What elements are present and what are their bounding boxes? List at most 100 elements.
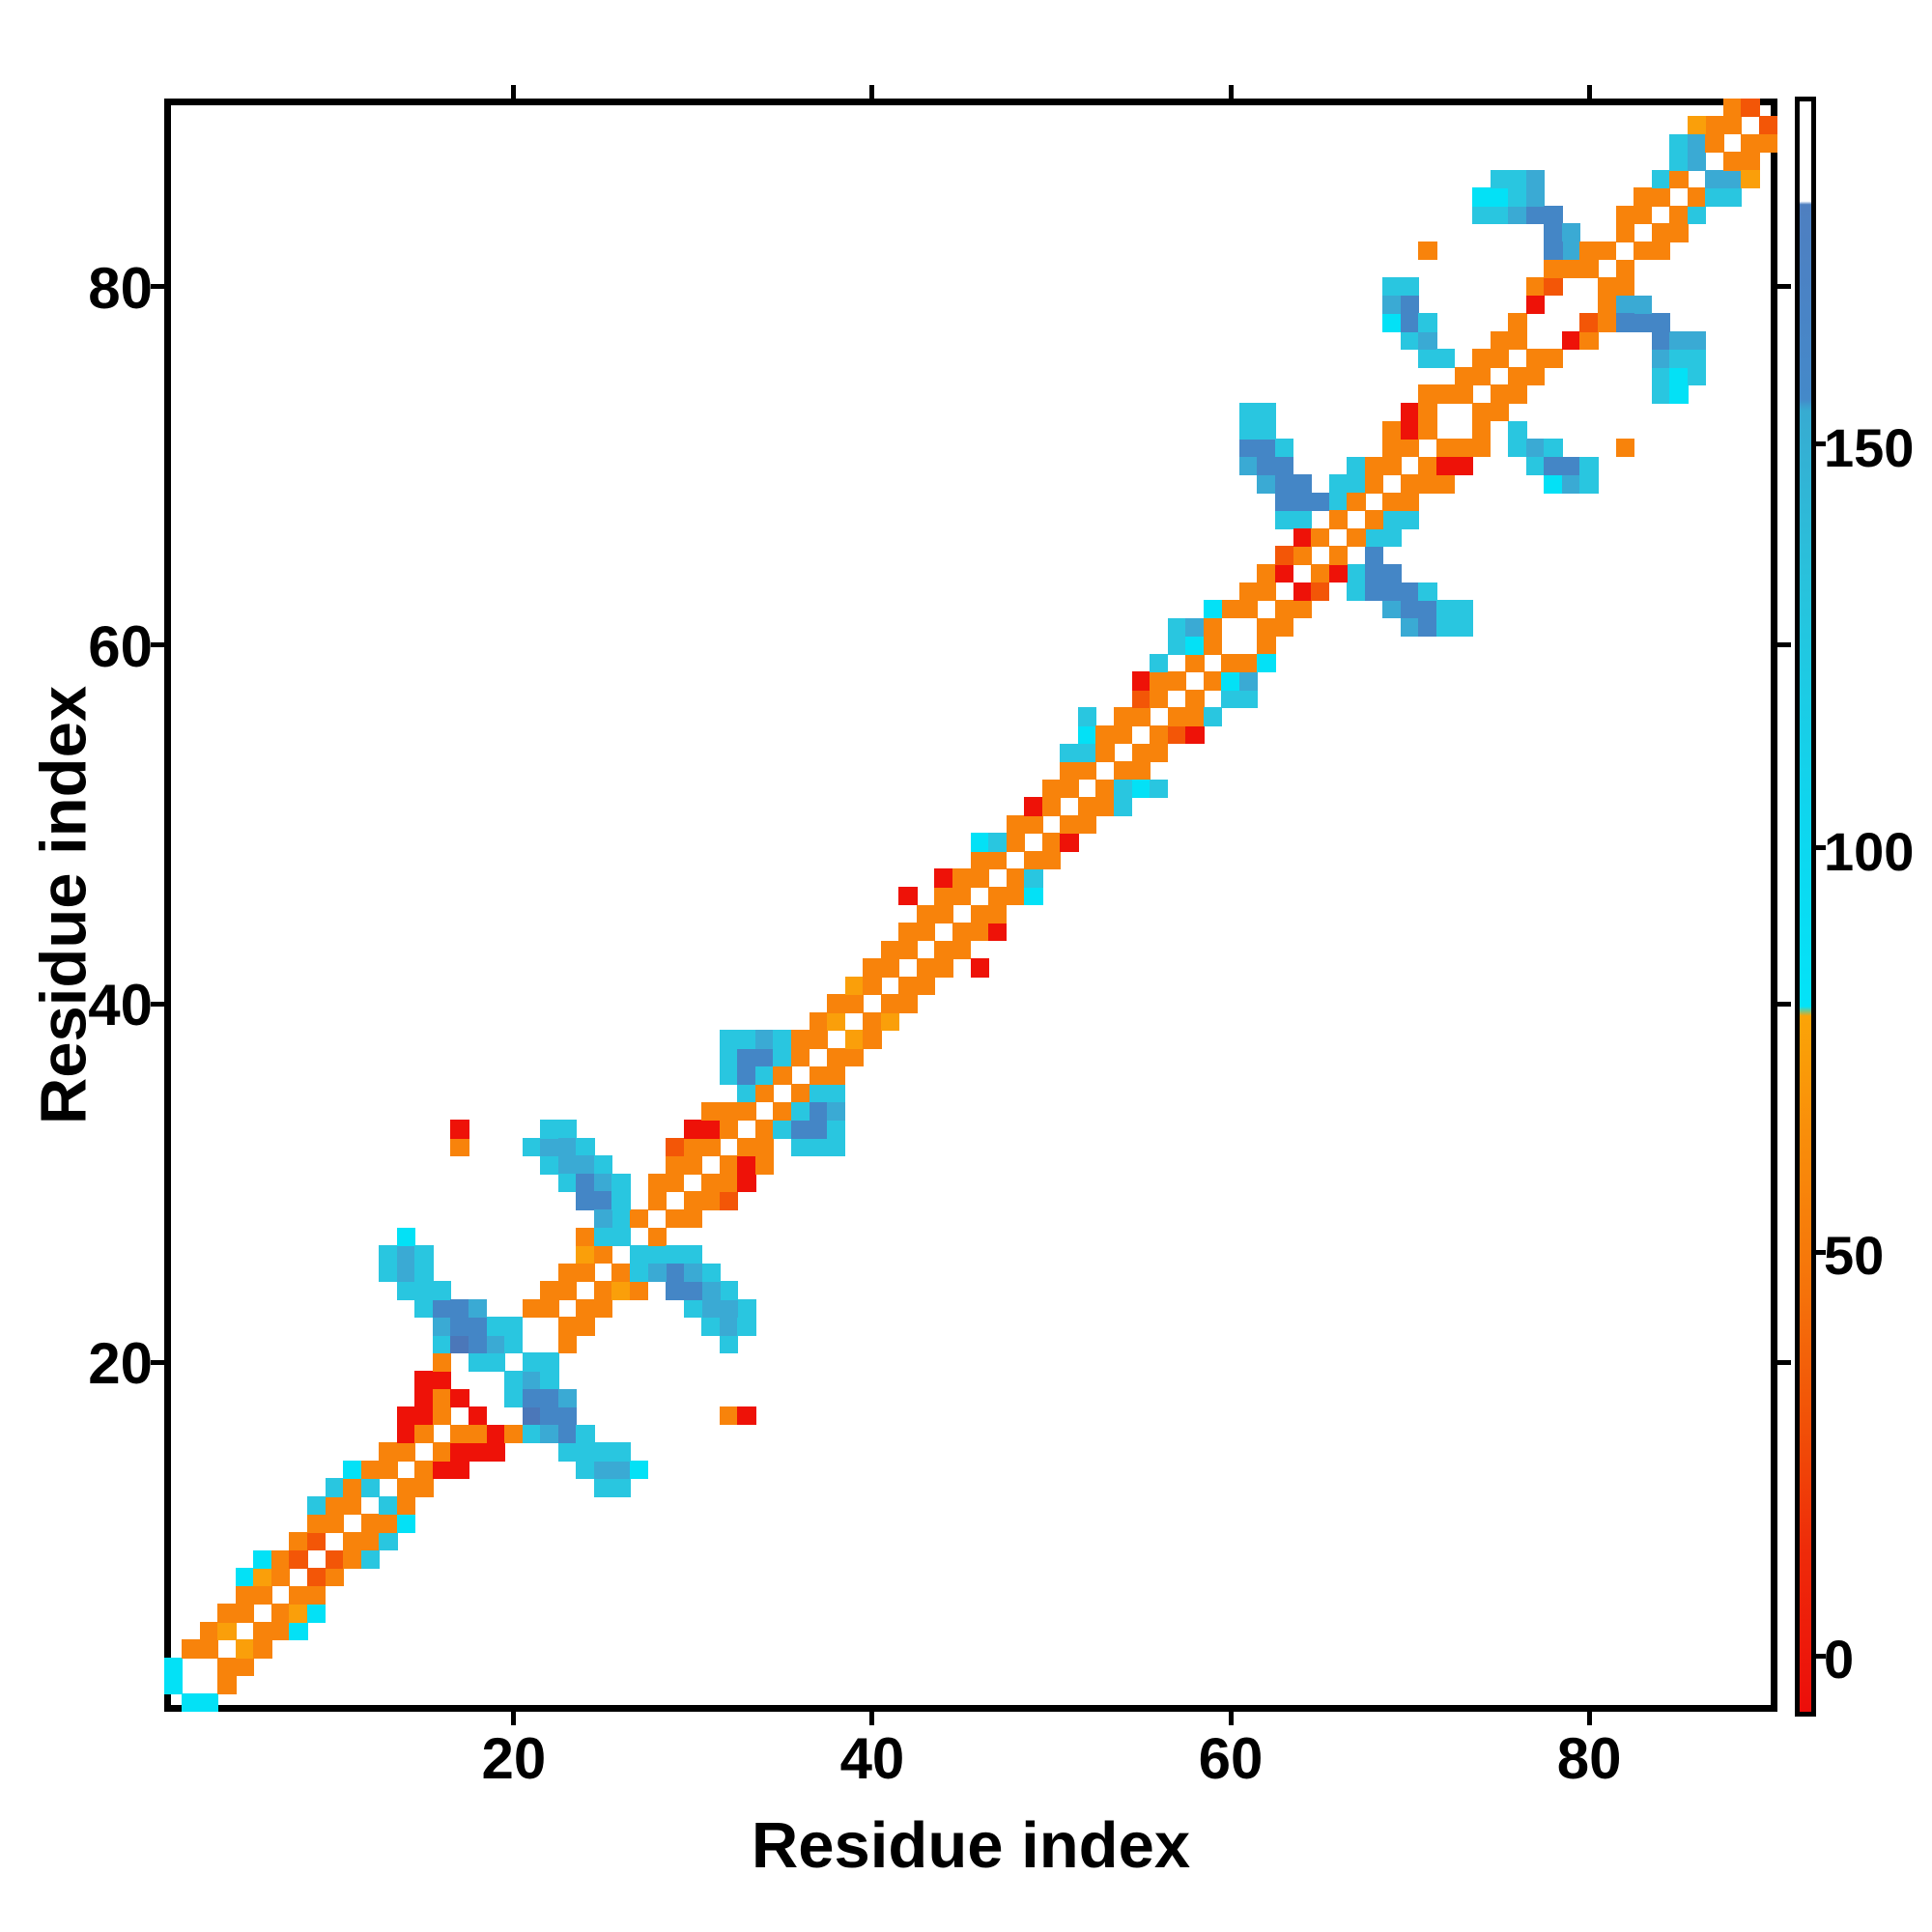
heatmap-cell bbox=[379, 1460, 398, 1480]
heatmap-cell bbox=[1238, 439, 1259, 458]
heatmap-cell bbox=[540, 1281, 559, 1300]
colorbar-tick-label: 0 bbox=[1824, 1629, 1855, 1690]
heatmap-cell bbox=[1687, 330, 1707, 351]
heatmap-cell bbox=[1651, 366, 1671, 386]
heatmap-cell bbox=[1077, 743, 1097, 762]
heatmap-cell bbox=[289, 1532, 308, 1551]
heatmap-cell bbox=[557, 1442, 578, 1462]
heatmap-cell bbox=[1669, 366, 1689, 386]
heatmap-cell bbox=[504, 1388, 524, 1407]
heatmap-cell bbox=[1238, 689, 1259, 709]
heatmap-cell bbox=[1400, 600, 1420, 619]
heatmap-cell bbox=[1131, 689, 1151, 709]
heatmap-cell bbox=[1185, 707, 1205, 726]
heatmap-cell bbox=[576, 1317, 595, 1336]
heatmap-cell bbox=[898, 923, 918, 942]
heatmap-cell bbox=[1544, 349, 1563, 368]
heatmap-cell bbox=[791, 1048, 810, 1067]
heatmap-cell bbox=[827, 1048, 846, 1067]
heatmap-cell bbox=[522, 1371, 542, 1390]
heatmap-cell bbox=[1347, 492, 1366, 512]
heatmap-cell bbox=[827, 1011, 846, 1032]
heatmap-cell bbox=[1472, 403, 1492, 422]
heatmap-cell bbox=[1150, 653, 1169, 673]
heatmap-cell bbox=[1150, 743, 1169, 762]
heatmap-cell bbox=[1167, 725, 1187, 745]
heatmap-cell bbox=[522, 1406, 542, 1426]
heatmap-cell bbox=[1472, 187, 1492, 207]
heatmap-cell bbox=[1454, 384, 1473, 404]
heatmap-cell bbox=[450, 1120, 469, 1139]
heatmap-cell bbox=[253, 1585, 272, 1605]
heatmap-cell bbox=[827, 1137, 846, 1157]
heatmap-cell bbox=[576, 1155, 595, 1175]
heatmap-cell bbox=[647, 1245, 667, 1264]
heatmap-cell bbox=[1328, 510, 1349, 529]
heatmap-cell bbox=[1006, 887, 1026, 906]
heatmap-cell bbox=[827, 1065, 846, 1085]
heatmap-cell bbox=[522, 1298, 542, 1319]
heatmap-cell bbox=[1185, 725, 1205, 745]
heatmap-cell bbox=[1275, 456, 1294, 476]
heatmap-cell bbox=[683, 1137, 703, 1157]
heatmap-cell bbox=[754, 1030, 775, 1049]
heatmap-cell bbox=[701, 1120, 721, 1139]
heatmap-cell bbox=[1275, 564, 1294, 583]
heatmap-cell bbox=[719, 1048, 739, 1067]
heatmap-cell bbox=[934, 904, 953, 923]
heatmap-cell bbox=[1615, 439, 1634, 458]
heatmap-cell bbox=[1382, 600, 1402, 619]
heatmap-cell bbox=[1722, 169, 1743, 189]
heatmap-cell bbox=[1041, 797, 1062, 816]
heatmap-cell bbox=[1077, 814, 1097, 835]
heatmap-cell bbox=[1472, 420, 1492, 440]
heatmap-cell bbox=[1131, 743, 1151, 762]
heatmap-cell bbox=[1525, 169, 1546, 189]
heatmap-cell bbox=[414, 1263, 434, 1283]
heatmap-cell bbox=[1687, 187, 1707, 207]
heatmap-cell bbox=[1060, 779, 1079, 799]
heatmap-cell bbox=[647, 1191, 667, 1210]
heatmap-cell bbox=[611, 1173, 631, 1193]
heatmap-cell bbox=[576, 1173, 595, 1193]
heatmap-cell bbox=[217, 1621, 237, 1641]
heatmap-cell bbox=[611, 1209, 631, 1229]
heatmap-cell bbox=[432, 1388, 452, 1407]
heatmap-cell bbox=[1347, 456, 1366, 476]
heatmap-cell bbox=[1598, 277, 1617, 297]
axis-tick bbox=[869, 85, 875, 99]
heatmap-cell bbox=[325, 1478, 344, 1497]
heatmap-cell bbox=[307, 1514, 327, 1533]
heatmap-cell bbox=[1006, 868, 1026, 888]
heatmap-cell bbox=[379, 1532, 398, 1551]
heatmap-cell bbox=[1759, 133, 1778, 154]
heatmap-cell bbox=[1275, 600, 1294, 619]
heatmap-cell bbox=[1293, 546, 1312, 565]
heatmap-cell bbox=[754, 1137, 775, 1157]
heatmap-cell bbox=[1382, 582, 1402, 601]
heatmap-cell bbox=[504, 1424, 524, 1444]
heatmap-cell bbox=[1418, 384, 1437, 404]
heatmap-cell bbox=[791, 1137, 810, 1157]
heatmap-cell bbox=[1293, 527, 1312, 548]
heatmap-cell bbox=[1347, 582, 1366, 601]
heatmap-cell bbox=[1311, 527, 1330, 548]
heatmap-cell bbox=[863, 958, 882, 978]
heatmap-cell bbox=[1454, 600, 1473, 619]
heatmap-cell bbox=[791, 1101, 810, 1122]
heatmap-cell bbox=[1024, 887, 1043, 906]
heatmap-cell bbox=[1615, 295, 1634, 315]
heatmap-cell bbox=[988, 887, 1008, 906]
heatmap-cell bbox=[1418, 242, 1437, 261]
heatmap-cell bbox=[1221, 653, 1240, 673]
axis-tick bbox=[151, 284, 164, 290]
heatmap-cell bbox=[432, 1406, 452, 1426]
heatmap-cell bbox=[1275, 439, 1294, 458]
axis-tick bbox=[1228, 85, 1234, 99]
heatmap-cell bbox=[1634, 242, 1653, 261]
x-tick-label: 80 bbox=[1556, 1726, 1622, 1791]
heatmap-cell bbox=[557, 1263, 578, 1283]
heatmap-cell bbox=[1579, 330, 1599, 351]
heatmap-cell bbox=[289, 1585, 308, 1605]
heatmap-cell bbox=[469, 1406, 488, 1426]
